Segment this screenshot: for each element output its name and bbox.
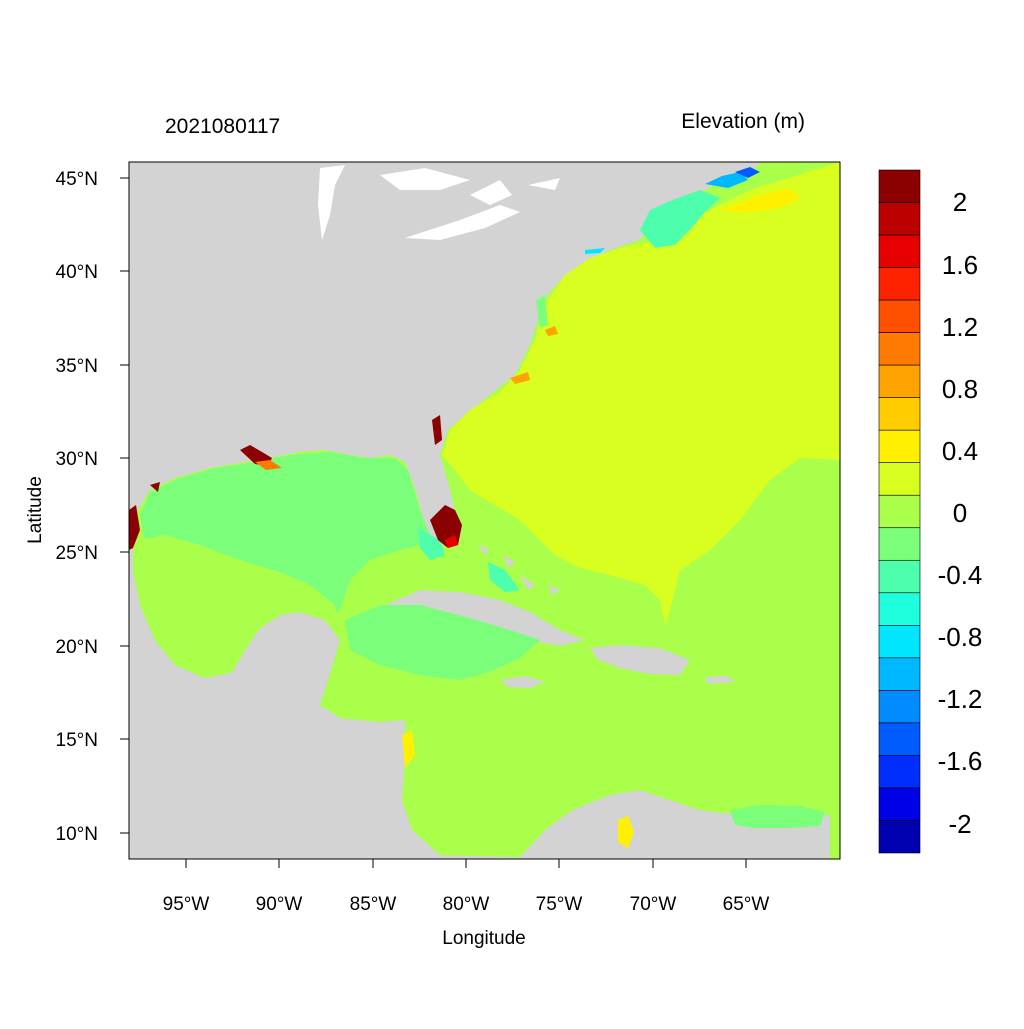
colorbar-label: -0.8 <box>938 622 983 652</box>
colorbar-label: -1.2 <box>938 684 983 714</box>
x-tick-label: 80°W <box>443 894 490 915</box>
colorbar-swatch <box>878 722 921 756</box>
x-tick-marks <box>185 859 747 868</box>
jamaica <box>500 676 545 688</box>
x-axis-label: Longitude <box>442 928 525 949</box>
x-tick-label: 90°W <box>256 894 303 915</box>
venezuela-coast <box>730 805 825 828</box>
y-tick-label: 30°N <box>56 449 98 470</box>
colorbar-swatch <box>878 267 921 301</box>
florida-bay <box>418 528 520 592</box>
colorbar-label: 0.8 <box>942 374 978 404</box>
colorbar-swatch <box>878 494 921 529</box>
colorbar-swatch <box>878 690 921 724</box>
lake-maracaibo <box>618 816 634 848</box>
colorbar-label: 1.6 <box>942 250 978 280</box>
colorbar-swatch <box>878 299 921 333</box>
map-frame <box>128 161 841 860</box>
yucatan-land <box>245 613 338 705</box>
colorbar-swatch <box>878 332 921 366</box>
map-area <box>129 162 840 859</box>
x-tick-label: 65°W <box>723 894 770 915</box>
colorbar-swatch <box>878 364 921 398</box>
colorbar-label: 2 <box>953 187 967 217</box>
y-tick-label: 40°N <box>56 262 98 283</box>
colorbar-labels: 2 1.6 1.2 0.8 0.4 0 -0.4 -0.8 -1.2 -1.6 … <box>938 187 983 839</box>
chesapeake <box>536 295 548 328</box>
colorbar-label: -0.4 <box>938 560 983 590</box>
y-tick-label: 15°N <box>56 730 98 751</box>
y-tick-label: 35°N <box>56 356 98 377</box>
colorbar-swatch <box>878 657 921 691</box>
long-island-sound <box>585 248 605 254</box>
carolina-coast <box>510 326 558 384</box>
x-tick-labels: 95°W 90°W 85°W 80°W 75°W 70°W 65°W <box>163 894 770 915</box>
bay-of-fundy <box>705 172 748 188</box>
georgia-coast-surge <box>432 415 442 445</box>
y-tick-labels: 45°N 40°N 35°N 30°N 25°N 20°N 15°N 10°N <box>56 169 98 845</box>
colorbar-swatch <box>878 397 921 431</box>
nicaragua-coast <box>402 730 415 768</box>
x-tick-label: 95°W <box>163 894 210 915</box>
great-lakes <box>318 165 560 240</box>
georges-bank <box>720 188 800 213</box>
x-tick-label: 85°W <box>350 894 397 915</box>
colorbar-swatch <box>878 625 921 659</box>
y-tick-label: 10°N <box>56 824 98 845</box>
colorbar <box>878 169 921 854</box>
colorbar-swatch <box>878 755 921 789</box>
y-tick-marks <box>120 177 129 834</box>
colorbar-swatch <box>878 820 921 854</box>
timestamp-title: 2021080117 <box>165 115 280 138</box>
hispaniola <box>590 645 690 675</box>
colorbar-swatch <box>878 202 921 236</box>
colorbar-label: -1.6 <box>938 746 983 776</box>
colorbar-swatch <box>878 169 921 203</box>
puerto-rico <box>705 676 735 684</box>
colorbar-swatch <box>878 592 921 626</box>
colorbar-swatch <box>878 429 921 464</box>
louisiana-surge <box>240 445 272 466</box>
colorbar-label: 0 <box>953 498 967 528</box>
x-tick-label: 75°W <box>536 894 583 915</box>
atlantic-region <box>442 162 840 625</box>
x-tick-label: 70°W <box>630 894 677 915</box>
variable-title: Elevation (m) <box>681 110 805 133</box>
colorbar-label: 1.2 <box>942 312 978 342</box>
western-caribbean <box>345 605 540 680</box>
fundy-head <box>735 167 760 178</box>
colorbar-label: -2 <box>948 809 971 839</box>
y-tick-label: 20°N <box>56 637 98 658</box>
y-tick-label: 45°N <box>56 169 98 190</box>
gulf-of-maine <box>640 190 720 248</box>
louisiana-rim <box>255 460 282 470</box>
south-florida-rim <box>445 535 458 548</box>
colorbar-swatch <box>878 527 921 561</box>
texas-coast-surge <box>129 482 160 550</box>
colorbar-label: 0.4 <box>942 436 978 466</box>
cuba <box>385 590 585 646</box>
gulf-central <box>140 535 340 678</box>
y-tick-label: 25°N <box>56 543 98 564</box>
colorbar-swatch <box>878 234 921 268</box>
y-axis-label: Latitude <box>25 476 46 544</box>
bahamas <box>478 545 560 595</box>
colorbar-swatch <box>878 787 921 821</box>
colorbar-swatch <box>878 559 921 594</box>
colorbar-swatch <box>878 462 921 496</box>
